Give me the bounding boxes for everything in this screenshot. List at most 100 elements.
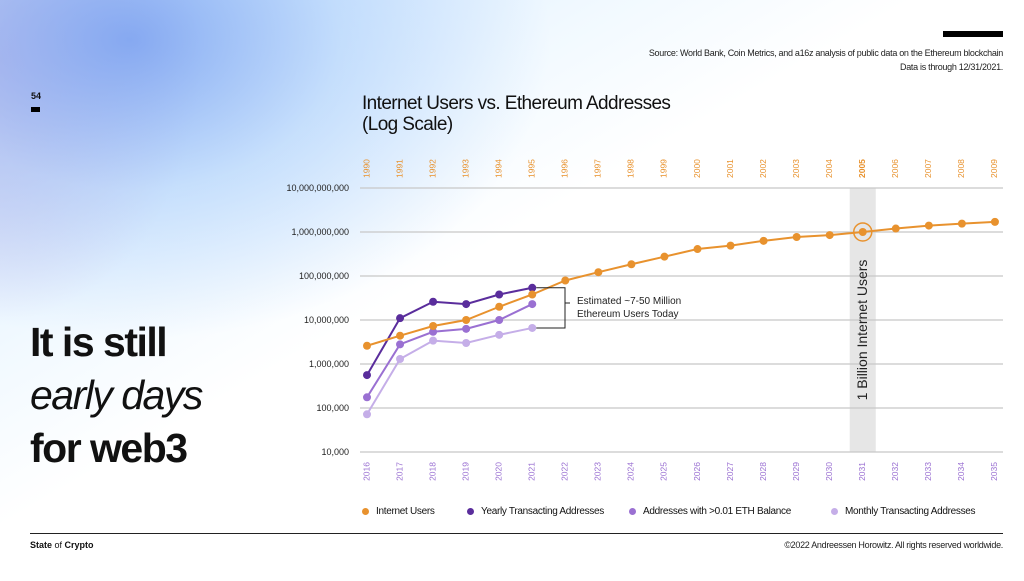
x-top-tick-label: 1996	[560, 159, 570, 178]
data-point	[528, 283, 537, 292]
x-bottom-tick-label: 2030	[824, 462, 834, 481]
data-point	[429, 336, 438, 345]
data-point	[429, 322, 438, 331]
y-tick-label: 10,000	[321, 447, 349, 457]
legend-dot-icon	[629, 508, 636, 515]
annotation-bracket	[536, 287, 570, 329]
footer-divider	[30, 533, 1003, 534]
x-bottom-tick-label: 2032	[890, 462, 900, 481]
y-tick-label: 100,000,000	[299, 271, 349, 281]
legend-item: Yearly Transacting Addresses	[467, 506, 604, 517]
series-line	[366, 303, 533, 398]
y-tick-label: 10,000,000	[304, 315, 349, 325]
x-top-tick-label: 1998	[626, 159, 636, 178]
x-top-tick-label: 2008	[956, 159, 966, 178]
data-point	[957, 219, 966, 228]
x-bottom-tick-label: 2022	[560, 462, 570, 481]
highlight-label: 1 Billion Internet Users	[854, 260, 870, 401]
legend-dot-icon	[362, 508, 369, 515]
x-top-tick-label: 1993	[460, 159, 470, 178]
data-point	[363, 341, 371, 350]
legend-item: Internet Users	[362, 506, 435, 517]
data-point	[396, 354, 405, 363]
data-point	[924, 221, 933, 230]
x-top-tick-label: 1992	[427, 159, 437, 178]
data-point	[528, 300, 537, 309]
brand-text: Crypto	[64, 540, 94, 550]
legend-dot-icon	[467, 508, 474, 515]
x-top-tick-label: 1991	[394, 159, 404, 178]
data-point	[594, 268, 603, 277]
data-point	[792, 232, 801, 241]
series-line	[366, 326, 533, 415]
x-top-tick-label: 1995	[527, 159, 537, 178]
x-bottom-tick-label: 2024	[626, 462, 636, 481]
x-bottom-tick-label: 2028	[758, 462, 768, 481]
series-line	[366, 220, 996, 347]
data-point	[462, 339, 471, 348]
source-note: Source: World Bank, Coin Metrics, and a1…	[649, 46, 1003, 74]
data-point	[396, 314, 405, 323]
highlight-ring	[853, 222, 873, 242]
x-top-tick-label: 2007	[923, 159, 933, 178]
x-top-tick-label: 1994	[493, 159, 503, 178]
header-bar	[943, 31, 1003, 37]
data-point	[726, 241, 735, 250]
x-bottom-tick-label: 2033	[923, 462, 933, 481]
brand-text: State	[30, 540, 53, 550]
data-point	[363, 410, 371, 419]
data-date-line: Data is through 12/31/2021.	[900, 62, 1003, 72]
headline-line: for web3	[30, 425, 188, 471]
x-top-tick-label: 1999	[659, 159, 669, 178]
data-point	[495, 290, 504, 299]
x-bottom-tick-label: 2016	[361, 462, 371, 481]
data-point	[660, 252, 669, 261]
legend-item: Addresses with >0.01 ETH Balance	[629, 506, 791, 517]
x-bottom-tick-label: 2027	[725, 462, 735, 481]
legend-label: Yearly Transacting Addresses	[481, 506, 604, 517]
data-point	[462, 324, 471, 333]
x-top-tick-label: 2005	[857, 159, 867, 178]
data-point	[462, 316, 471, 324]
source-line: Source: World Bank, Coin Metrics, and a1…	[648, 48, 1003, 58]
x-top-tick-label: 2001	[725, 159, 735, 178]
annotation-text: Ethereum Users Today	[577, 309, 679, 320]
headline-line: It is still	[30, 319, 168, 365]
data-point	[759, 236, 768, 245]
x-top-tick-label: 2009	[989, 159, 999, 178]
data-point	[429, 327, 438, 336]
x-bottom-tick-label: 2029	[791, 462, 801, 481]
page-number: 54	[31, 91, 42, 101]
data-point	[561, 276, 570, 285]
slide-headline: It is still early days for web3	[30, 316, 203, 475]
x-bottom-tick-label: 2031	[857, 462, 867, 481]
data-point	[693, 245, 702, 254]
y-tick-label: 1,000,000	[309, 359, 349, 369]
data-point	[462, 300, 471, 309]
data-point	[363, 371, 371, 380]
chart-title-line: Internet Users vs. Ethereum Addresses	[362, 93, 671, 114]
y-tick-label: 1,000,000,000	[291, 227, 349, 237]
x-top-tick-label: 1997	[593, 159, 603, 178]
x-bottom-tick-label: 2026	[692, 462, 702, 481]
data-point	[528, 290, 537, 299]
brand-logo: State of Crypto	[30, 540, 94, 550]
y-tick-label: 100,000	[316, 403, 349, 413]
x-bottom-tick-label: 2021	[527, 462, 537, 481]
brand-text: of	[52, 540, 65, 550]
data-point	[495, 330, 504, 339]
legend-item: Monthly Transacting Addresses	[831, 506, 976, 517]
data-point	[825, 231, 834, 240]
x-bottom-tick-label: 2034	[956, 462, 966, 481]
x-bottom-tick-label: 2019	[460, 462, 470, 481]
x-bottom-tick-label: 2035	[989, 462, 999, 481]
data-point	[396, 331, 405, 340]
x-bottom-tick-label: 2025	[659, 462, 669, 481]
chart-title: Internet Users vs. Ethereum Addresses (L…	[362, 93, 671, 135]
data-point	[858, 228, 867, 236]
data-point	[363, 393, 371, 402]
data-point	[396, 340, 405, 349]
data-point	[990, 217, 999, 226]
legend-label: Addresses with >0.01 ETH Balance	[643, 506, 791, 517]
x-bottom-tick-label: 2023	[593, 462, 603, 481]
